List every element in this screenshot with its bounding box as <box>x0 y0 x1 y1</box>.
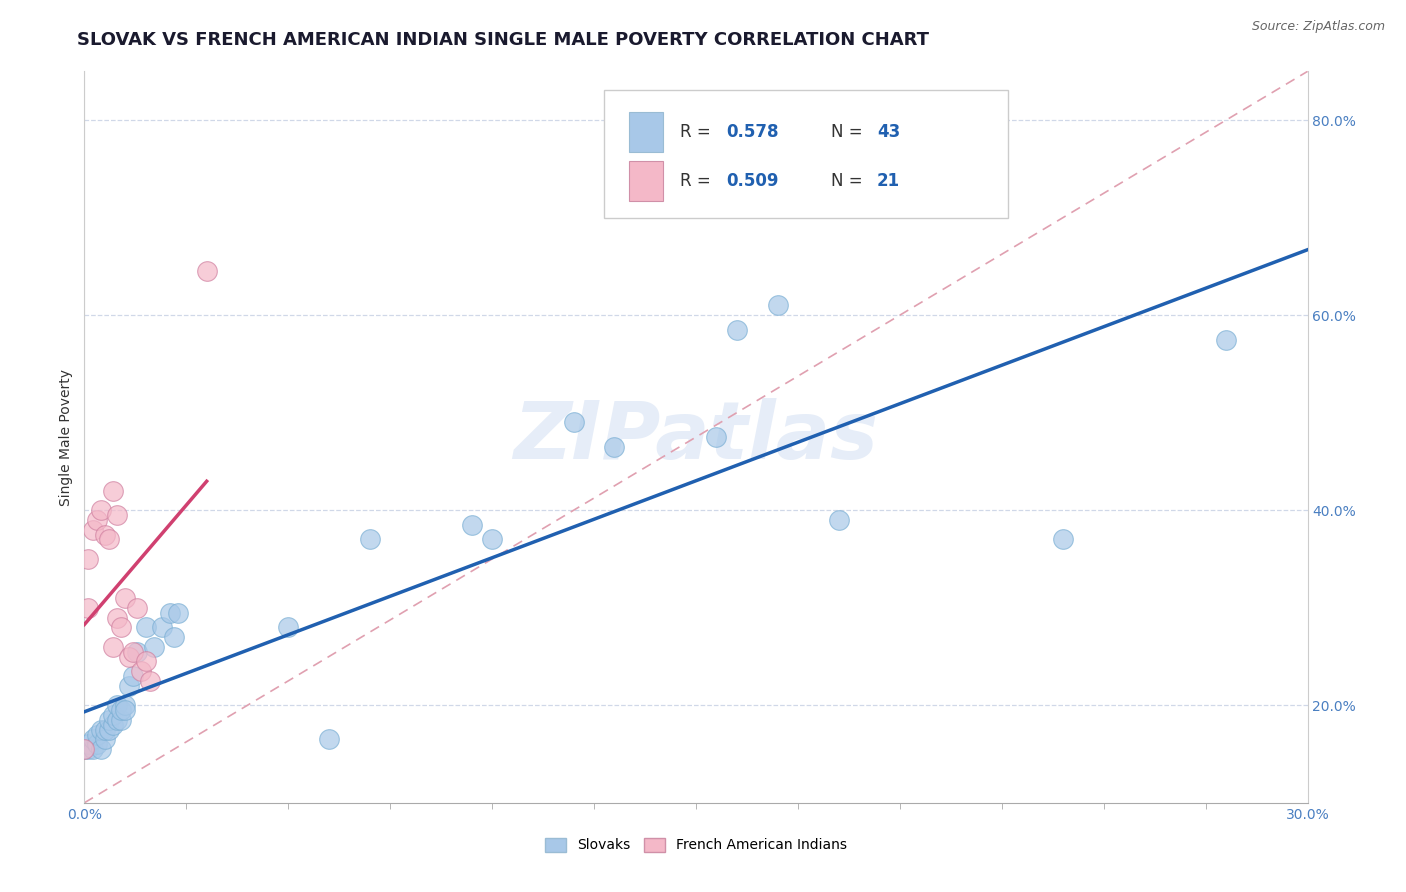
Point <box>86 513 108 527</box>
Text: N =: N = <box>831 172 868 190</box>
Point <box>82 523 104 537</box>
Point <box>118 649 141 664</box>
Text: SLOVAK VS FRENCH AMERICAN INDIAN SINGLE MALE POVERTY CORRELATION CHART: SLOVAK VS FRENCH AMERICAN INDIAN SINGLE … <box>77 31 929 49</box>
Y-axis label: Single Male Poverty: Single Male Poverty <box>59 368 73 506</box>
Point <box>318 732 340 747</box>
Point <box>101 708 124 723</box>
Point <box>90 742 112 756</box>
Text: 0.509: 0.509 <box>727 172 779 190</box>
Point <box>131 664 153 678</box>
Point <box>93 732 115 747</box>
Point <box>114 703 136 717</box>
Legend: Slovaks, French American Indians: Slovaks, French American Indians <box>540 832 852 858</box>
Text: R =: R = <box>681 172 716 190</box>
Point <box>105 713 128 727</box>
Point <box>195 264 218 278</box>
Point <box>359 533 381 547</box>
Point <box>706 430 728 444</box>
Point <box>114 698 136 713</box>
Point <box>77 742 100 756</box>
Point <box>105 698 128 713</box>
Point <box>562 416 585 430</box>
Point <box>167 606 190 620</box>
Point <box>101 640 124 654</box>
Point <box>90 503 112 517</box>
Point <box>93 723 115 737</box>
Point <box>110 713 132 727</box>
Point <box>277 620 299 634</box>
Text: ZIPatlas: ZIPatlas <box>513 398 879 476</box>
Point <box>101 483 124 498</box>
Point <box>481 533 503 547</box>
Point <box>101 718 124 732</box>
Point <box>105 610 128 624</box>
Point <box>86 727 108 741</box>
Point <box>73 742 96 756</box>
Point <box>159 606 181 620</box>
Text: 43: 43 <box>877 123 900 141</box>
Point <box>828 513 851 527</box>
Point <box>142 640 165 654</box>
Point <box>97 713 120 727</box>
Bar <box>628 112 664 153</box>
Point <box>1215 333 1237 347</box>
Point <box>766 298 789 312</box>
Point <box>110 703 132 717</box>
Point <box>461 517 484 532</box>
Point <box>77 600 100 615</box>
Point <box>82 742 104 756</box>
Point <box>122 669 145 683</box>
Point <box>118 679 141 693</box>
Point <box>163 630 186 644</box>
Point <box>110 620 132 634</box>
Point <box>135 620 157 634</box>
Point <box>90 723 112 737</box>
Bar <box>628 161 664 202</box>
Point <box>150 620 173 634</box>
Point <box>122 645 145 659</box>
Point <box>114 591 136 605</box>
Point <box>73 742 96 756</box>
Text: R =: R = <box>681 123 716 141</box>
FancyBboxPatch shape <box>605 90 1008 218</box>
Point <box>725 323 748 337</box>
Point <box>127 600 149 615</box>
Text: Source: ZipAtlas.com: Source: ZipAtlas.com <box>1251 20 1385 33</box>
Text: N =: N = <box>831 123 868 141</box>
Point <box>77 552 100 566</box>
Point <box>138 673 160 688</box>
Point <box>97 723 120 737</box>
Point <box>77 737 100 751</box>
Point <box>82 732 104 747</box>
Point <box>127 645 149 659</box>
Text: 0.578: 0.578 <box>727 123 779 141</box>
Text: 21: 21 <box>877 172 900 190</box>
Point <box>97 533 120 547</box>
Point <box>93 527 115 541</box>
Point <box>1052 533 1074 547</box>
Point <box>603 440 626 454</box>
Point <box>105 508 128 522</box>
Point <box>86 737 108 751</box>
Point <box>135 654 157 668</box>
